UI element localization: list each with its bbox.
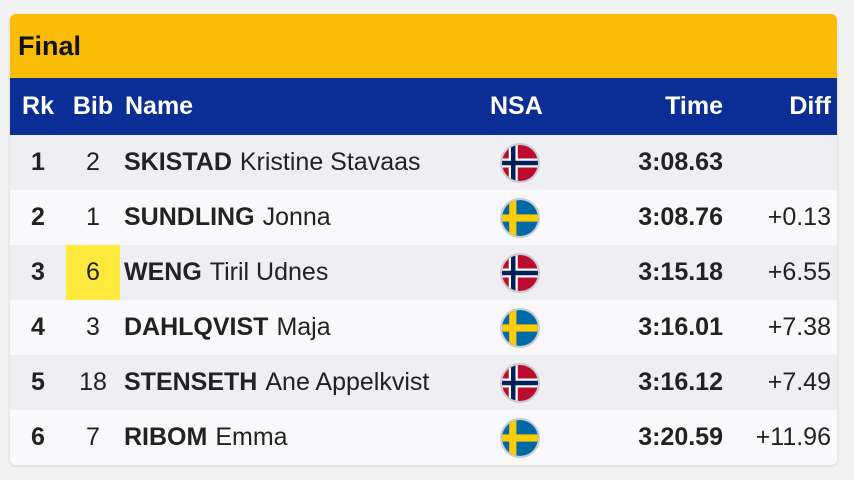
- column-header-diff[interactable]: Diff: [789, 92, 831, 120]
- rank-cell: 3: [31, 258, 45, 286]
- results-table-body: 1 2 SKISTAD Kristine Stavaas 3:08.63 2 1…: [10, 135, 837, 465]
- table-row[interactable]: 1 2 SKISTAD Kristine Stavaas 3:08.63: [10, 135, 837, 190]
- rank-cell: 2: [31, 203, 45, 231]
- nsa-cell: [490, 190, 550, 245]
- athlete-firstname: Maja: [276, 313, 331, 341]
- table-row[interactable]: 4 3 DAHLQVIST Maja 3:16.01 +7.38: [10, 300, 837, 355]
- table-header: Rk Bib Name NSA Time Diff: [10, 78, 837, 135]
- column-header-bib[interactable]: Bib: [72, 92, 114, 120]
- athlete-firstname: Emma: [215, 423, 288, 451]
- nsa-cell: [490, 410, 550, 465]
- diff-cell: +7.49: [767, 368, 831, 396]
- results-title: Final: [18, 30, 82, 61]
- athlete-name-link[interactable]: WENG Tiril Udnes: [124, 245, 484, 300]
- rank-cell: 4: [31, 313, 45, 341]
- bib-cell: 2: [86, 148, 100, 176]
- time-cell: 3:20.59: [638, 423, 723, 451]
- norway-flag-icon: [500, 362, 540, 403]
- athlete-name-link[interactable]: DAHLQVIST Maja: [124, 300, 484, 355]
- nsa-cell: [490, 135, 550, 190]
- bib-cell: 18: [79, 368, 107, 396]
- column-header-time[interactable]: Time: [665, 92, 723, 120]
- athlete-name-link[interactable]: SKISTAD Kristine Stavaas: [124, 135, 484, 190]
- athlete-surname: WENG: [124, 258, 202, 286]
- results-card: Final Rk Bib Name NSA Time Diff 1 2 SKIS…: [10, 14, 837, 465]
- rank-cell: 5: [31, 368, 45, 396]
- athlete-name-link[interactable]: RIBOM Emma: [124, 410, 484, 465]
- athlete-name-link[interactable]: SUNDLING Jonna: [124, 190, 484, 245]
- athlete-surname: STENSETH: [124, 368, 258, 396]
- time-cell: 3:15.18: [638, 258, 723, 286]
- table-row[interactable]: 5 18 STENSETH Ane Appelkvist 3:16.12 +7.…: [10, 355, 837, 410]
- column-header-name[interactable]: Name: [125, 92, 194, 120]
- athlete-firstname: Kristine Stavaas: [239, 148, 421, 176]
- athlete-firstname: Tiril Udnes: [209, 258, 329, 286]
- athlete-firstname: Jonna: [262, 203, 331, 231]
- norway-flag-icon: [500, 142, 540, 183]
- table-row[interactable]: 2 1 SUNDLING Jonna 3:08.76 +0.13: [10, 190, 837, 245]
- bib-cell: 1: [86, 203, 100, 231]
- diff-cell: [730, 135, 831, 190]
- diff-cell: +6.55: [767, 258, 831, 286]
- table-row[interactable]: 3 6 WENG Tiril Udnes 3:15.18 +6.55: [10, 245, 837, 300]
- column-header-nsa[interactable]: NSA: [490, 92, 543, 120]
- results-title-bar: Final: [10, 14, 837, 78]
- nsa-cell: [490, 245, 550, 300]
- time-cell: 3:08.63: [638, 148, 723, 176]
- athlete-surname: SUNDLING: [124, 203, 255, 231]
- athlete-surname: DAHLQVIST: [124, 313, 269, 341]
- norway-flag-icon: [500, 252, 540, 293]
- athlete-surname: SKISTAD: [124, 148, 232, 176]
- table-row[interactable]: 6 7 RIBOM Emma 3:20.59 +11.96: [10, 410, 837, 465]
- athlete-surname: RIBOM: [124, 423, 208, 451]
- athlete-name-link[interactable]: STENSETH Ane Appelkvist: [124, 355, 484, 410]
- sweden-flag-icon: [500, 307, 540, 348]
- sweden-flag-icon: [500, 417, 540, 458]
- bib-cell: 7: [86, 423, 100, 451]
- rank-cell: 6: [31, 423, 45, 451]
- time-cell: 3:16.12: [638, 368, 723, 396]
- nsa-cell: [490, 300, 550, 355]
- diff-cell: +7.38: [767, 313, 831, 341]
- diff-cell: +11.96: [755, 423, 831, 451]
- sweden-flag-icon: [500, 197, 540, 238]
- nsa-cell: [490, 355, 550, 410]
- bib-cell-highlighted: 6: [66, 245, 120, 300]
- column-header-rank[interactable]: Rk: [22, 92, 54, 120]
- time-cell: 3:16.01: [638, 313, 723, 341]
- athlete-firstname: Ane Appelkvist: [265, 368, 430, 396]
- diff-cell: +0.13: [767, 203, 831, 231]
- bib-cell: 3: [86, 313, 100, 341]
- time-cell: 3:08.76: [638, 203, 723, 231]
- rank-cell: 1: [31, 148, 45, 176]
